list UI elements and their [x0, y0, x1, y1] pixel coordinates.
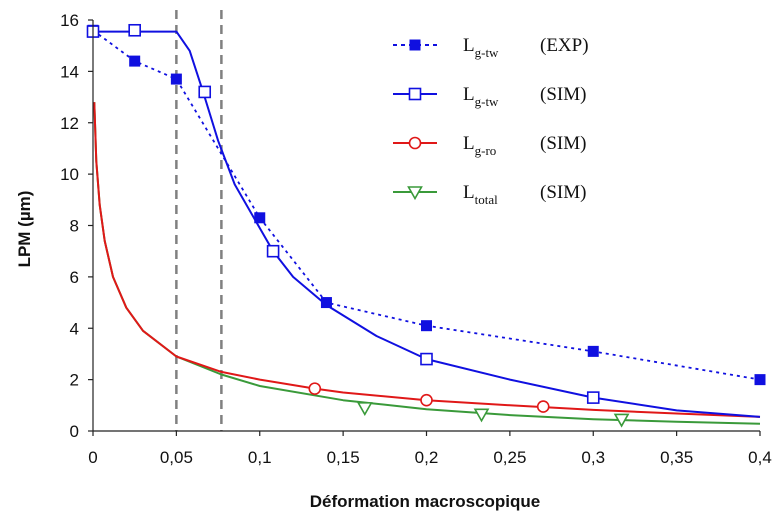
series-0-point-4: [321, 297, 332, 308]
x-tick-label-5: 0,25: [493, 448, 526, 467]
legend-item-1: Lg-tw (SIM): [393, 84, 586, 109]
x-axis-title: Déformation macroscopique: [310, 492, 541, 511]
series-2-point-1: [421, 395, 432, 406]
series-1-point-1: [129, 25, 140, 36]
legend-marker-1: [410, 89, 421, 100]
x-tick-label-4: 0,2: [415, 448, 439, 467]
series-0-point-7: [755, 374, 766, 385]
y-tick-label-6: 12: [60, 114, 79, 133]
legend-label-0: Lg-tw: [463, 35, 499, 60]
legend-label-suffix-2: (SIM): [540, 133, 586, 154]
x-tick-label-3: 0,15: [327, 448, 360, 467]
series-1-point-3: [268, 246, 279, 257]
x-tick-label-8: 0,4: [748, 448, 772, 467]
series-2-point-2: [538, 401, 549, 412]
x-tick-label-7: 0,35: [660, 448, 693, 467]
legend-label-sub-1: g-tw: [475, 94, 499, 109]
series-3-point-0: [358, 403, 371, 415]
series-0-point-1: [129, 56, 140, 67]
plot-area: [88, 10, 766, 431]
series-0-point-2: [171, 74, 182, 85]
y-axis-title: LPM (µm): [15, 191, 34, 268]
series-line-3: [94, 102, 760, 424]
y-tick-label-2: 4: [70, 319, 79, 338]
series-line-2: [94, 102, 760, 417]
x-tick-label-1: 0,05: [160, 448, 193, 467]
legend-label-3: Ltotal: [463, 182, 498, 207]
y-tick-label-8: 16: [60, 11, 79, 30]
legend-label-suffix-1: (SIM): [540, 84, 586, 105]
y-tick-label-5: 10: [60, 165, 79, 184]
legend-marker-0: [410, 40, 421, 51]
y-tick-label-0: 0: [70, 422, 79, 441]
y-tick-label-7: 14: [60, 62, 79, 81]
x-tick-label-6: 0,3: [581, 448, 605, 467]
y-tick-label-3: 6: [70, 268, 79, 287]
x-tick-label-0: 0: [88, 448, 97, 467]
legend-item-0: Lg-tw (EXP): [393, 35, 589, 60]
legend-marker-2: [410, 138, 421, 149]
y-tick-label-1: 2: [70, 371, 79, 390]
legend-item-2: Lg-ro (SIM): [393, 133, 586, 158]
y-tick-label-4: 8: [70, 217, 79, 236]
series-1-point-4: [421, 354, 432, 365]
series-0-point-5: [421, 320, 432, 331]
legend-label-suffix-3: (SIM): [540, 182, 586, 203]
legend-label-sub-0: g-tw: [475, 45, 499, 60]
series-1-point-2: [199, 86, 210, 97]
legend: Lg-tw (EXP) Lg-tw (SIM) Lg-ro (SIM) Ltotal (SIM…: [393, 35, 589, 207]
x-tick-label-2: 0,1: [248, 448, 272, 467]
legend-label-sub-2: g-ro: [475, 143, 497, 158]
legend-label-suffix-0: (EXP): [540, 35, 589, 56]
legend-label-1: Lg-tw: [463, 84, 499, 109]
series-3-point-1: [475, 409, 488, 421]
series-0-point-6: [588, 346, 599, 357]
series-0-point-3: [254, 212, 265, 223]
series-1-point-5: [588, 392, 599, 403]
legend-label-sub-3: total: [475, 192, 498, 207]
legend-item-3: Ltotal (SIM): [393, 182, 586, 207]
legend-label-2: Lg-ro: [463, 133, 496, 158]
series-2-point-0: [309, 383, 320, 394]
